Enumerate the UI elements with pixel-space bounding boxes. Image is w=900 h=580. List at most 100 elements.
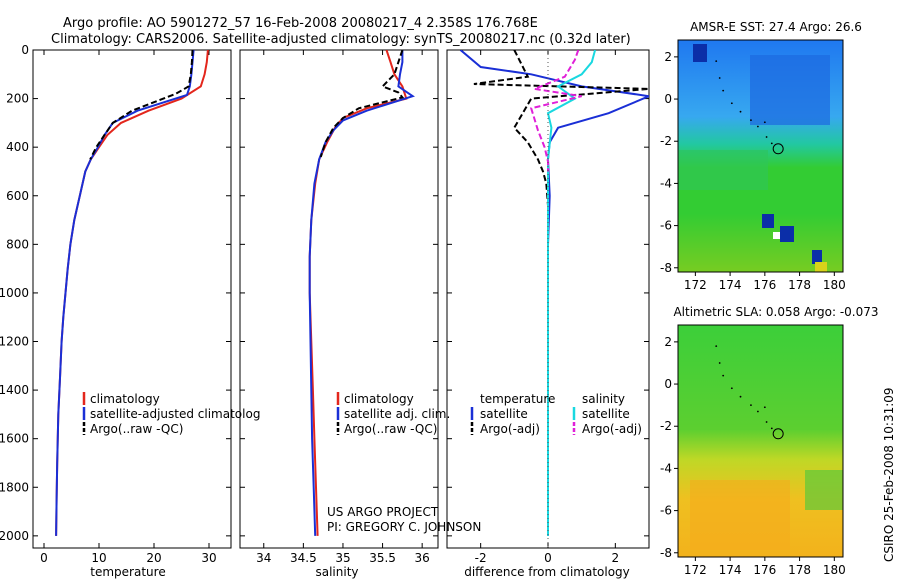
sst-missing-patch-2 bbox=[762, 214, 774, 228]
legend-label-temp-argo: Argo(-adj) bbox=[480, 422, 540, 436]
island-dot bbox=[722, 89, 725, 92]
temperature-xlabel: temperature bbox=[90, 565, 165, 579]
x-tick-label: 34 bbox=[256, 551, 271, 565]
island-dot bbox=[722, 374, 725, 377]
x-tick-label: 178 bbox=[788, 563, 811, 577]
y-tick-label: -6 bbox=[660, 504, 672, 518]
legend-label-temp-satellite: satellite bbox=[480, 407, 528, 421]
footer-project: US ARGO PROJECT bbox=[327, 505, 439, 519]
island-dot bbox=[718, 77, 721, 79]
y-tick-label: 2000 bbox=[0, 529, 29, 543]
sla-high-patch bbox=[690, 480, 790, 550]
difference-legend: temperature salinity satellite Argo(-adj… bbox=[470, 392, 642, 436]
y-tick-label: 1800 bbox=[0, 480, 29, 494]
y-tick-label: -4 bbox=[660, 461, 672, 475]
legend-label-argo: Argo(..raw -QC) bbox=[90, 422, 183, 436]
y-tick-label: 1200 bbox=[0, 335, 29, 349]
island-dot bbox=[750, 404, 752, 407]
y-tick-label: -6 bbox=[660, 219, 672, 233]
sst-missing-patch-5 bbox=[812, 250, 822, 264]
sla-ticks: 172 174 176 178 180 2 0 -2 -4 -6 -8 bbox=[660, 324, 846, 577]
x-tick-label: 35 bbox=[335, 551, 350, 565]
y-tick-label: -8 bbox=[660, 546, 672, 560]
legend-label-satellite: satellite adj. clim. bbox=[344, 407, 450, 421]
x-tick-label: 30 bbox=[201, 551, 216, 565]
argo-float-marker bbox=[772, 428, 784, 440]
x-tick-label: 176 bbox=[753, 278, 776, 292]
series-salinity-argo-adj bbox=[529, 50, 582, 172]
footer-pi: PI: GREGORY C. JOHNSON bbox=[327, 520, 481, 534]
map-frame bbox=[677, 324, 844, 558]
sst-missing-patch-3 bbox=[780, 226, 794, 242]
island-dot bbox=[756, 410, 759, 413]
x-tick-label: 0 bbox=[40, 551, 48, 565]
y-tick-label: -2 bbox=[660, 419, 672, 433]
sst-map-title: AMSR-E SST: 27.4 Argo: 26.6 bbox=[690, 20, 862, 34]
legend-label-climatology: climatology bbox=[344, 392, 414, 406]
series-temperature-argo-adj bbox=[473, 50, 649, 206]
difference-xlabel: difference from climatology bbox=[464, 565, 630, 579]
island-dot bbox=[770, 142, 773, 145]
y-tick-label: 0 bbox=[664, 377, 672, 391]
x-tick-label: 10 bbox=[91, 551, 106, 565]
y-tick-label: 800 bbox=[6, 237, 29, 251]
legend-label-satellite: satellite-adjusted climatolog bbox=[90, 407, 260, 421]
argo-float-marker bbox=[772, 143, 784, 155]
island-dot bbox=[763, 121, 766, 124]
temperature-ticks: 0 10 20 30 0 200 400 600 800 1000 1200 1400 1600 1800… bbox=[0, 43, 231, 565]
x-tick-label: 178 bbox=[788, 278, 811, 292]
legend-label-sal-satellite: satellite bbox=[582, 407, 630, 421]
salinity-axes bbox=[239, 49, 439, 549]
x-tick-label: 36 bbox=[415, 551, 430, 565]
island-dot bbox=[739, 395, 742, 398]
y-tick-label: 600 bbox=[6, 189, 29, 203]
series-climatology bbox=[308, 50, 408, 536]
x-tick-label: 2 bbox=[612, 551, 620, 565]
series-climatology bbox=[55, 50, 209, 536]
sla-map: 172 174 176 178 180 2 0 -2 -4 -6 -8 bbox=[660, 324, 846, 577]
salinity-legend: climatology satellite adj. clim. Argo(..… bbox=[336, 392, 450, 436]
sst-missing-patch-1 bbox=[693, 44, 707, 62]
x-tick-label: 176 bbox=[753, 563, 776, 577]
salinity-ticks: 34 34.5 35 35.5 36 bbox=[240, 49, 438, 565]
x-tick-label: -2 bbox=[475, 551, 487, 565]
sst-map: 172 174 176 178 180 2 0 -2 -4 -6 -8 bbox=[660, 39, 846, 292]
series-satellite-adj-clim bbox=[308, 50, 415, 536]
island-dot bbox=[765, 136, 768, 138]
timestamp: CSIRO 25-Feb-2008 10:31:09 bbox=[882, 387, 896, 562]
temperature-series bbox=[55, 50, 209, 536]
sst-warm-pool-patch bbox=[750, 55, 830, 125]
figure-title-line2: Climatology: CARS2006. Satellite-adjuste… bbox=[51, 32, 631, 47]
x-tick-label: 172 bbox=[684, 278, 707, 292]
difference-ticks: -2 0 2 bbox=[447, 49, 649, 565]
y-tick-label: 0 bbox=[21, 43, 29, 57]
sla-map-title: Altimetric SLA: 0.058 Argo: -0.073 bbox=[673, 305, 878, 319]
island-dot bbox=[718, 362, 721, 364]
legend-header-salinity: salinity bbox=[582, 392, 625, 406]
x-tick-label: 35.5 bbox=[369, 551, 396, 565]
difference-series bbox=[459, 50, 649, 536]
legend-header-temperature: temperature bbox=[480, 392, 555, 406]
y-tick-label: 400 bbox=[6, 140, 29, 154]
y-tick-label: 2 bbox=[664, 50, 672, 64]
y-tick-label: 200 bbox=[6, 92, 29, 106]
salinity-xlabel: salinity bbox=[315, 565, 358, 579]
x-tick-label: 180 bbox=[823, 563, 846, 577]
sst-yellow-patch bbox=[815, 262, 827, 272]
island-dot bbox=[756, 125, 759, 128]
temperature-legend: climatology satellite-adjusted climatolo… bbox=[82, 392, 260, 436]
island-dot bbox=[739, 110, 742, 113]
legend-label-climatology: climatology bbox=[90, 392, 160, 406]
y-tick-label: -8 bbox=[660, 261, 672, 275]
x-tick-label: 20 bbox=[146, 551, 161, 565]
island-dot bbox=[715, 60, 718, 62]
y-tick-label: 0 bbox=[664, 92, 672, 106]
island-dot bbox=[770, 427, 773, 430]
x-tick-label: 34.5 bbox=[290, 551, 317, 565]
x-tick-label: 174 bbox=[719, 563, 742, 577]
series-argo-raw-qc bbox=[319, 50, 405, 158]
y-tick-label: 2 bbox=[664, 335, 672, 349]
x-tick-label: 174 bbox=[719, 278, 742, 292]
island-dot bbox=[763, 406, 766, 409]
